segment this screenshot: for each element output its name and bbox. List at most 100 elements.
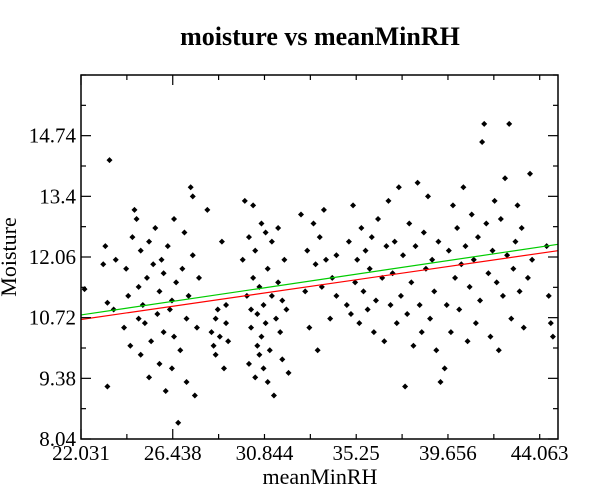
data-point-39 [171, 333, 178, 340]
data-point-189 [497, 215, 504, 222]
data-point-167 [452, 274, 459, 281]
points-layer [81, 120, 556, 426]
data-point-32 [160, 270, 167, 277]
data-point-81 [258, 220, 265, 227]
data-point-168 [454, 225, 461, 232]
data-point-20 [141, 320, 148, 327]
data-point-198 [516, 288, 523, 295]
chart-title: moisture vs meanMinRH [180, 22, 460, 51]
data-point-134 [381, 338, 388, 345]
data-point-171 [460, 184, 467, 191]
data-point-119 [347, 311, 354, 318]
data-point-174 [466, 283, 473, 290]
y-tick-label: 13.4 [39, 184, 76, 208]
data-point-142 [397, 292, 404, 299]
data-point-165 [447, 329, 454, 336]
data-point-160 [435, 238, 442, 245]
data-point-153 [420, 229, 427, 236]
data-point-180 [479, 139, 486, 146]
data-point-34 [164, 243, 171, 250]
data-point-18 [137, 351, 144, 358]
data-point-37 [168, 365, 175, 372]
data-point-151 [416, 301, 423, 308]
data-point-181 [481, 120, 488, 127]
data-point-24 [148, 338, 155, 345]
x-tick-label: 26.438 [144, 441, 202, 465]
data-point-69 [245, 360, 252, 367]
data-point-183 [485, 270, 492, 277]
data-point-13 [131, 206, 138, 213]
data-point-12 [129, 234, 136, 241]
data-point-57 [212, 315, 219, 322]
data-point-112 [322, 256, 329, 263]
data-point-120 [350, 202, 357, 209]
data-point-101 [285, 369, 292, 376]
data-point-31 [160, 329, 167, 336]
data-point-115 [333, 292, 340, 299]
data-point-191 [502, 175, 509, 182]
data-point-51 [191, 392, 198, 399]
data-point-60 [216, 333, 223, 340]
data-point-76 [252, 247, 259, 254]
data-point-194 [508, 315, 515, 322]
data-point-53 [196, 274, 203, 281]
data-point-108 [314, 347, 321, 354]
data-point-50 [189, 252, 196, 259]
data-point-17 [137, 247, 144, 254]
y-tick-label: 14.74 [29, 124, 77, 148]
y-axis-label: Moisture [0, 217, 21, 296]
x-tick-label: 22.031 [52, 441, 110, 465]
data-point-187 [493, 279, 500, 286]
data-point-177 [472, 320, 479, 327]
data-point-75 [252, 374, 259, 381]
data-point-141 [395, 184, 402, 191]
y-tick-label: 8.04 [39, 427, 76, 451]
data-point-89 [266, 347, 273, 354]
data-point-131 [372, 297, 379, 304]
data-point-176 [470, 256, 477, 263]
data-point-123 [356, 320, 363, 327]
data-point-62 [220, 365, 227, 372]
data-point-47 [185, 292, 192, 299]
data-point-71 [248, 324, 255, 331]
data-point-144 [402, 383, 409, 390]
data-point-129 [368, 234, 375, 241]
x-axis-label: meanMinRH [263, 464, 378, 489]
data-point-179 [477, 297, 484, 304]
data-point-203 [529, 256, 536, 263]
data-point-98 [279, 297, 286, 304]
data-point-124 [358, 225, 365, 232]
data-point-66 [239, 256, 246, 263]
data-point-107 [312, 261, 319, 268]
data-point-206 [547, 320, 554, 327]
data-point-77 [254, 342, 261, 349]
data-point-42 [177, 347, 184, 354]
data-point-22 [146, 238, 153, 245]
plot-frame [80, 74, 559, 440]
data-point-58 [212, 351, 219, 358]
fit-lines-layer [80, 243, 559, 321]
data-point-59 [214, 306, 221, 313]
data-point-8 [121, 324, 128, 331]
data-point-143 [400, 252, 407, 259]
data-point-161 [437, 378, 444, 385]
data-point-116 [333, 252, 340, 259]
data-point-28 [156, 288, 163, 295]
data-point-67 [241, 197, 248, 204]
data-point-118 [345, 238, 352, 245]
data-point-102 [298, 211, 305, 218]
data-point-121 [352, 279, 359, 286]
data-point-65 [225, 338, 232, 345]
data-point-122 [354, 256, 361, 263]
data-point-156 [427, 315, 434, 322]
fit-line-0 [80, 250, 559, 321]
data-point-127 [364, 306, 371, 313]
ticks-layer [80, 74, 558, 440]
data-point-126 [362, 247, 369, 254]
data-point-91 [268, 292, 275, 299]
data-point-173 [464, 338, 471, 345]
data-point-64 [223, 301, 230, 308]
data-point-135 [383, 243, 390, 250]
data-point-82 [258, 333, 265, 340]
x-tick-label: 30.844 [236, 441, 294, 465]
